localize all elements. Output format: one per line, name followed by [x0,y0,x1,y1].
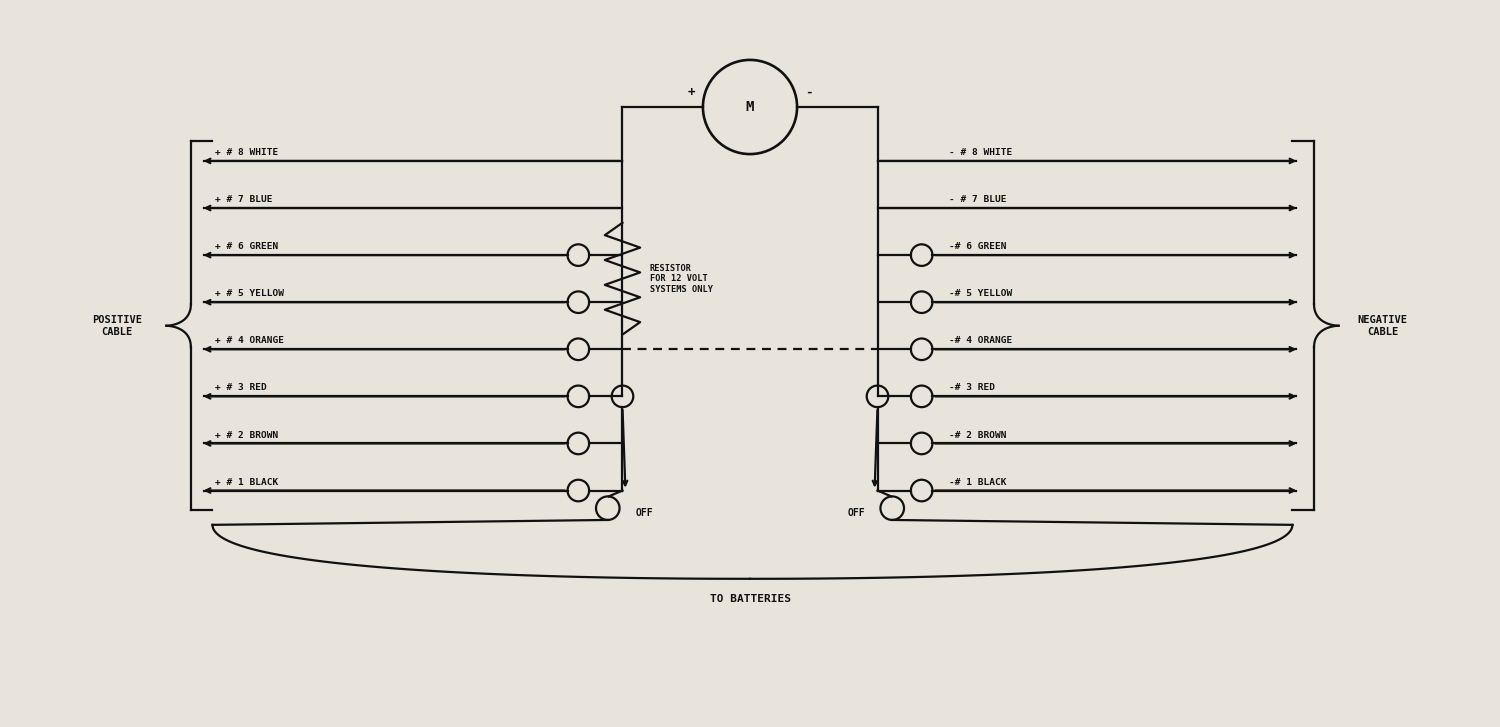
Text: POSITIVE
CABLE: POSITIVE CABLE [93,315,142,337]
Text: TO BATTERIES: TO BATTERIES [710,593,791,603]
Text: -: - [806,86,813,99]
Text: -# 6 GREEN: -# 6 GREEN [950,242,1006,252]
Text: + # 8 WHITE: + # 8 WHITE [216,148,279,157]
Text: + # 5 YELLOW: + # 5 YELLOW [216,289,285,298]
Text: -# 1 BLACK: -# 1 BLACK [950,478,1006,486]
Text: + # 7 BLUE: + # 7 BLUE [216,195,273,204]
Text: RESISTOR
FOR 12 VOLT
SYSTEMS ONLY: RESISTOR FOR 12 VOLT SYSTEMS ONLY [650,264,712,294]
Text: + # 1 BLACK: + # 1 BLACK [216,478,279,486]
Text: + # 6 GREEN: + # 6 GREEN [216,242,279,252]
Text: + # 4 ORANGE: + # 4 ORANGE [216,337,285,345]
Text: -# 2 BROWN: -# 2 BROWN [950,430,1006,440]
Text: NEGATIVE
CABLE: NEGATIVE CABLE [1358,315,1407,337]
Text: - # 8 WHITE: - # 8 WHITE [950,148,1012,157]
Text: M: M [746,100,754,114]
Text: OFF: OFF [634,508,652,518]
Text: -# 5 YELLOW: -# 5 YELLOW [950,289,1012,298]
Text: +: + [687,86,694,99]
Text: + # 2 BROWN: + # 2 BROWN [216,430,279,440]
Text: -# 3 RED: -# 3 RED [950,383,994,393]
Text: + # 3 RED: + # 3 RED [216,383,267,393]
Text: -# 4 ORANGE: -# 4 ORANGE [950,337,1012,345]
Text: - # 7 BLUE: - # 7 BLUE [950,195,1006,204]
Text: OFF: OFF [847,508,865,518]
